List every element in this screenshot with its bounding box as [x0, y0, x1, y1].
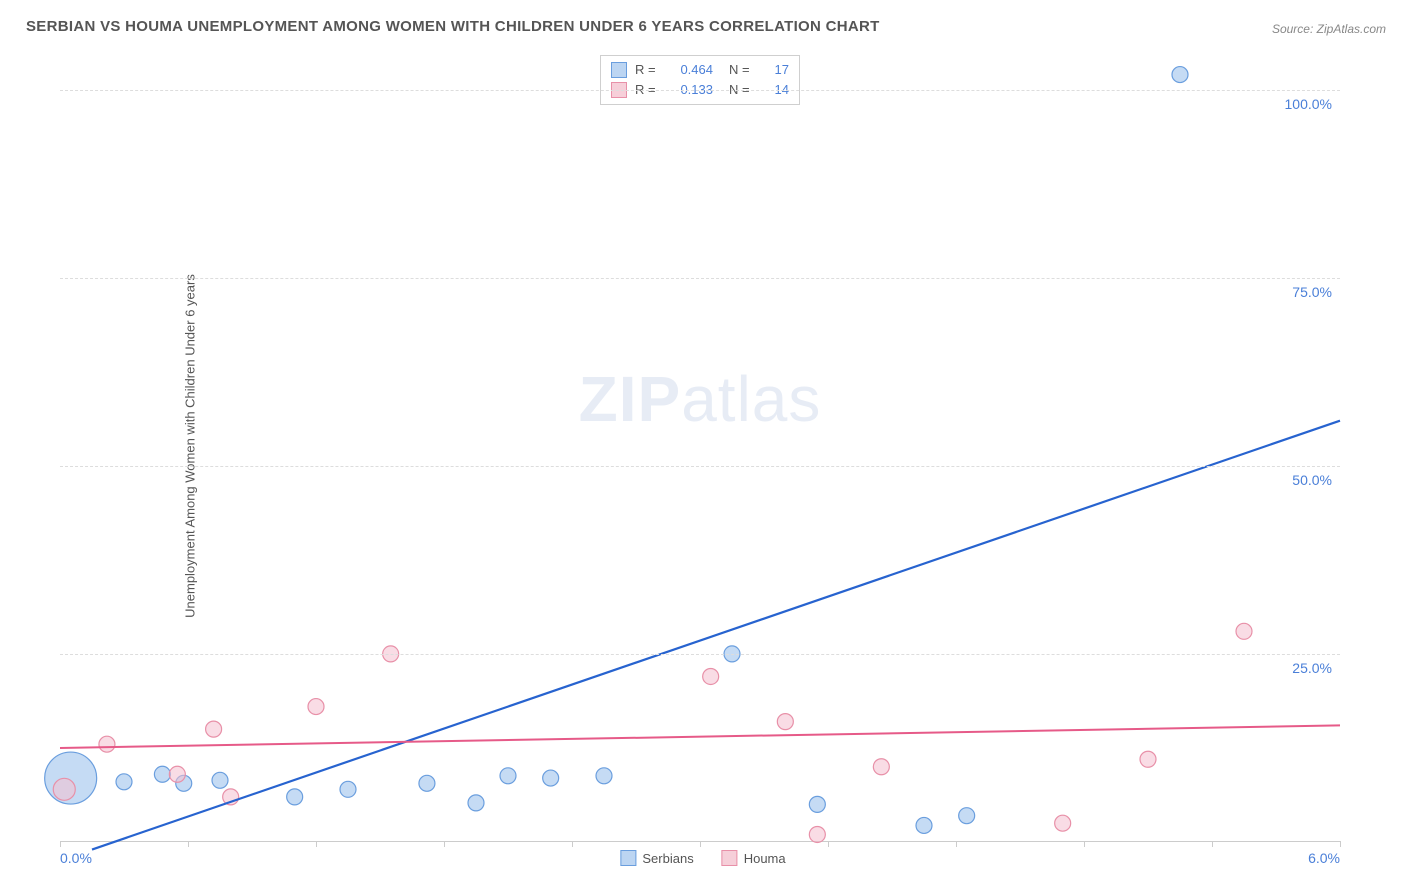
legend: Serbians Houma: [620, 850, 785, 866]
scatter-point: [596, 768, 612, 784]
gridline: [60, 466, 1340, 467]
scatter-point: [959, 808, 975, 824]
x-tick: [572, 841, 573, 847]
x-tick: [828, 841, 829, 847]
chart-title: SERBIAN VS HOUMA UNEMPLOYMENT AMONG WOME…: [26, 18, 880, 35]
plot-area: ZIPatlas R =0.464N =17R =0.133N =14 25.0…: [60, 52, 1340, 842]
trend-line: [92, 421, 1340, 850]
legend-swatch: [620, 850, 636, 866]
legend-label: Serbians: [642, 851, 693, 866]
y-tick-label: 75.0%: [1292, 284, 1332, 300]
x-axis-max-label: 6.0%: [1308, 850, 1340, 866]
x-tick: [60, 841, 61, 847]
scatter-point: [873, 759, 889, 775]
stats-r-value: 0.464: [667, 60, 713, 80]
stats-swatch: [611, 62, 627, 78]
y-tick-label: 100.0%: [1285, 96, 1332, 112]
scatter-point: [419, 775, 435, 791]
scatter-point: [116, 774, 132, 790]
scatter-point: [308, 699, 324, 715]
x-tick: [700, 841, 701, 847]
x-tick: [956, 841, 957, 847]
scatter-point: [169, 766, 185, 782]
scatter-point: [1172, 67, 1188, 83]
chart-svg: [60, 52, 1340, 841]
scatter-point: [212, 772, 228, 788]
x-axis-min-label: 0.0%: [60, 850, 92, 866]
y-tick-label: 25.0%: [1292, 660, 1332, 676]
scatter-point: [206, 721, 222, 737]
stats-r-label: R =: [635, 60, 659, 80]
source-label: Source: ZipAtlas.com: [1272, 22, 1386, 36]
scatter-point: [468, 795, 484, 811]
stats-n-label: N =: [729, 60, 753, 80]
trend-line: [60, 725, 1340, 748]
scatter-point: [1055, 815, 1071, 831]
scatter-point: [809, 826, 825, 842]
gridline: [60, 654, 1340, 655]
scatter-point: [809, 796, 825, 812]
scatter-point: [1140, 751, 1156, 767]
stats-row: R = 0.464 N = 17: [611, 60, 789, 80]
scatter-point: [703, 668, 719, 684]
x-tick: [444, 841, 445, 847]
scatter-point: [99, 736, 115, 752]
scatter-point: [543, 770, 559, 786]
scatter-point: [287, 789, 303, 805]
gridline: [60, 278, 1340, 279]
legend-item: Serbians: [620, 850, 693, 866]
x-tick: [1084, 841, 1085, 847]
x-tick: [188, 841, 189, 847]
x-tick: [316, 841, 317, 847]
scatter-point: [500, 768, 516, 784]
gridline: [60, 90, 1340, 91]
scatter-point: [340, 781, 356, 797]
y-tick-label: 50.0%: [1292, 472, 1332, 488]
x-tick: [1340, 841, 1341, 847]
legend-swatch: [722, 850, 738, 866]
legend-label: Houma: [744, 851, 786, 866]
scatter-point: [53, 778, 75, 800]
x-tick: [1212, 841, 1213, 847]
scatter-point: [1236, 623, 1252, 639]
stats-box: R =0.464N =17R =0.133N =14: [600, 55, 800, 105]
scatter-point: [777, 714, 793, 730]
scatter-point: [154, 766, 170, 782]
scatter-point: [916, 817, 932, 833]
stats-n-value: 17: [761, 60, 789, 80]
legend-item: Houma: [722, 850, 786, 866]
